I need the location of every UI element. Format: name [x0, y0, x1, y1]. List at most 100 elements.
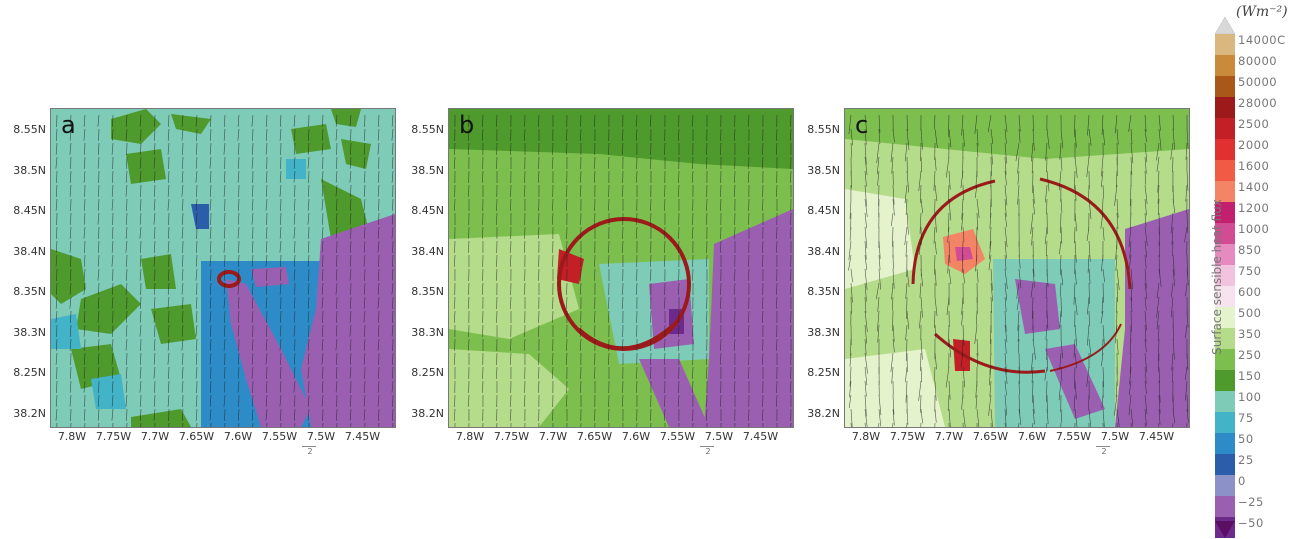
- wind-vector: [891, 296, 894, 311]
- wind-vector: [1114, 184, 1118, 206]
- wind-vector: [1170, 212, 1174, 234]
- wind-vector: [849, 226, 852, 241]
- wind-vector: [195, 324, 198, 337]
- wind-vector: [905, 338, 908, 361]
- y-tick-label: 38.5N: [411, 163, 444, 177]
- wind-vector: [720, 296, 722, 309]
- wind-vector: [126, 254, 128, 267]
- wind-vector: [139, 366, 142, 379]
- colorbar-tick-label: 150: [1238, 369, 1262, 383]
- wind-vector: [1102, 128, 1106, 146]
- wind-vector: [377, 184, 380, 197]
- wind-vector: [608, 142, 610, 155]
- wind-vector: [280, 254, 282, 267]
- wind-vector: [775, 296, 778, 309]
- wind-vector: [850, 422, 852, 427]
- wind-vector: [1170, 282, 1174, 298]
- y-tick-label: 8.55N: [411, 123, 444, 136]
- wind-vector: [363, 254, 366, 267]
- wind-vector: [55, 184, 58, 197]
- colorbar-swatch: [1215, 181, 1235, 202]
- wind-vector: [1130, 282, 1133, 301]
- wind-vector: [139, 268, 142, 281]
- wind-vector: [1156, 156, 1160, 172]
- wind-vector: [566, 240, 568, 253]
- wind-vector: [238, 352, 240, 365]
- wind-vector: [948, 338, 952, 358]
- wind-vector: [988, 394, 992, 416]
- wind-vector: [566, 394, 568, 407]
- wind-vector: [153, 240, 156, 253]
- wind-vector: [850, 268, 853, 283]
- wind-vector: [495, 114, 498, 127]
- wind-vector: [1074, 296, 1078, 315]
- wind-vector: [1074, 408, 1078, 427]
- wind-vector: [168, 366, 170, 379]
- wind-vector: [566, 296, 568, 309]
- wind-vector: [468, 184, 470, 197]
- x-tick-label: 7.7W: [140, 430, 170, 443]
- wind-vector: [961, 254, 964, 273]
- wind-vector: [877, 170, 880, 186]
- wind-vector: [678, 184, 680, 197]
- wind-vector: [692, 114, 694, 127]
- wind-vector: [111, 254, 114, 267]
- wind-vector: [1046, 128, 1050, 150]
- wind-vector: [153, 408, 156, 421]
- wind-vector: [378, 114, 380, 127]
- wind-vector: [537, 380, 540, 393]
- wind-vector: [706, 352, 708, 365]
- wind-vector: [1144, 212, 1147, 227]
- wind-vector: [975, 394, 978, 409]
- wind-vector: [538, 366, 540, 379]
- colorbar-tick-label: 28000: [1238, 96, 1278, 110]
- wind-vector: [308, 184, 310, 197]
- wind-vector: [223, 142, 226, 155]
- wind-vector: [990, 268, 993, 291]
- wind-vector: [154, 184, 156, 197]
- wind-vector: [293, 226, 296, 239]
- wind-vectors: [55, 114, 394, 427]
- wind-vector: [1074, 226, 1076, 243]
- wind-vector: [1185, 142, 1188, 160]
- wind-vector: [363, 142, 366, 155]
- wind-vector: [125, 282, 128, 295]
- wind-vector: [733, 338, 736, 351]
- wind-vector: [1158, 226, 1160, 246]
- wind-vector: [990, 408, 993, 427]
- wind-vector: [734, 282, 736, 295]
- wind-vector: [322, 268, 324, 281]
- wind-vector: [1088, 310, 1090, 326]
- wind-vector: [378, 422, 380, 427]
- wind-vector: [1130, 128, 1133, 144]
- wind-vector: [125, 338, 128, 351]
- wind-vector: [454, 296, 456, 309]
- wind-vector: [97, 310, 100, 323]
- wind-vector: [1073, 282, 1076, 305]
- wind-vector: [622, 282, 624, 295]
- wind-vector: [933, 170, 936, 191]
- wind-vector: [934, 240, 937, 255]
- wind-vector: [196, 338, 198, 351]
- wind-vector: [482, 170, 484, 183]
- wind-vector: [293, 310, 296, 323]
- wind-vector: [1144, 254, 1147, 269]
- wind-vector: [1074, 184, 1077, 201]
- wind-vector: [70, 310, 72, 323]
- wind-vector: [98, 240, 100, 253]
- wind-vector: [877, 324, 880, 343]
- wind-vector: [1128, 394, 1132, 416]
- wind-vector: [84, 408, 86, 421]
- wind-vector: [251, 296, 254, 309]
- wind-vector: [196, 296, 198, 309]
- wind-vector: [266, 324, 268, 337]
- wind-vector: [580, 282, 582, 295]
- wind-vector: [1144, 156, 1147, 174]
- wind-vector: [566, 338, 568, 351]
- wind-vector: [182, 422, 184, 427]
- y-tick-label: 38.3N: [411, 325, 444, 339]
- wind-vector: [1130, 310, 1132, 332]
- wind-vector: [510, 394, 512, 407]
- wind-vector: [350, 394, 352, 407]
- wind-vector: [920, 226, 922, 245]
